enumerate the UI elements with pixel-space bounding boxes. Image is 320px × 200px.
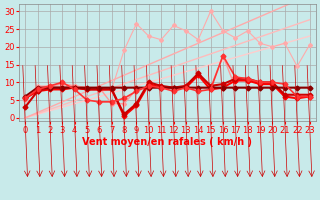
X-axis label: Vent moyen/en rafales ( km/h ): Vent moyen/en rafales ( km/h ) xyxy=(82,137,252,147)
